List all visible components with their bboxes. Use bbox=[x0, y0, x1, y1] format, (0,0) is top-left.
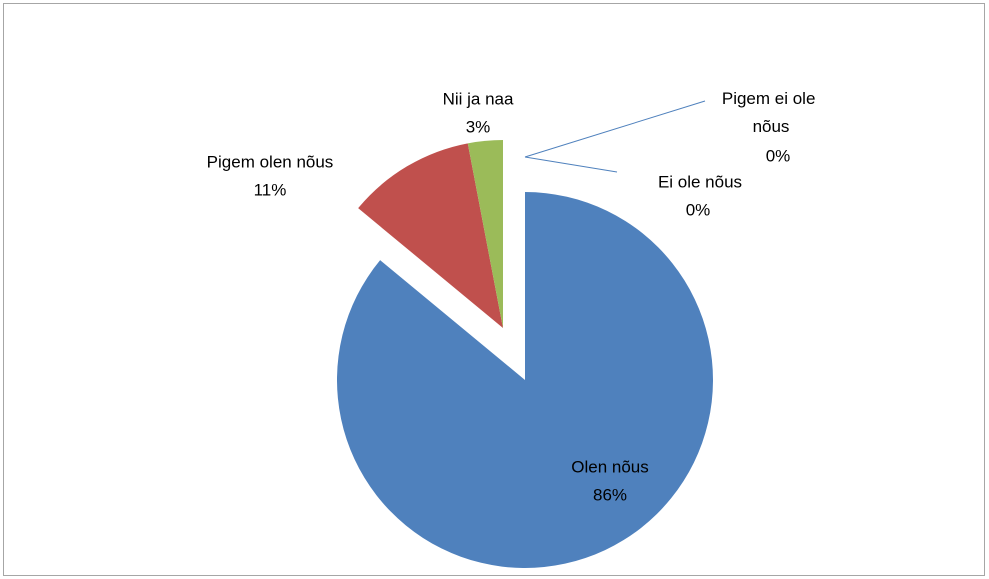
slice-label: Ei ole nõus bbox=[658, 172, 742, 191]
leader-line bbox=[524, 156, 618, 173]
slice-value-label: 0% bbox=[686, 200, 711, 219]
slice-label: Olen nõus bbox=[571, 457, 649, 476]
pie-slice bbox=[467, 140, 503, 328]
leader-line bbox=[524, 100, 706, 158]
label-line: Pigem ei ole bbox=[722, 89, 820, 108]
pie-slice bbox=[336, 192, 713, 568]
pie-slice bbox=[358, 143, 503, 328]
slice-label: Pigem ei ole nõus bbox=[722, 89, 820, 136]
slice-label: Nii ja naa bbox=[443, 89, 514, 108]
label-line: nõus bbox=[753, 117, 790, 136]
slice-value-label: 0% bbox=[766, 146, 791, 165]
slice-label: Pigem olen nõus bbox=[207, 152, 334, 171]
slice-value-label: 3% bbox=[466, 117, 491, 136]
slice-value-label: 11% bbox=[254, 180, 287, 199]
slice-value-label: 86% bbox=[593, 485, 627, 504]
